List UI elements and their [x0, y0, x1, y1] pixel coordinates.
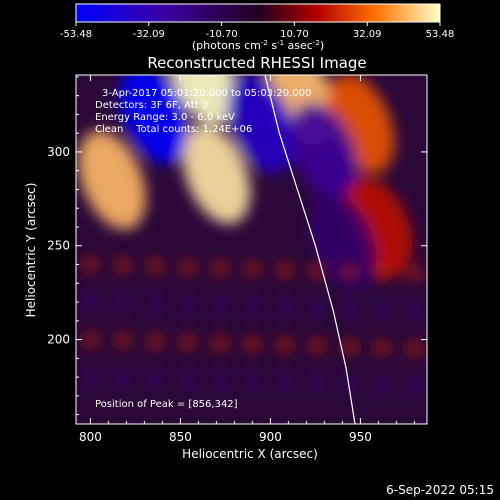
ripple-mark: [342, 301, 357, 318]
ripple-mark: [180, 334, 195, 351]
ripple-mark: [115, 332, 130, 349]
ripple-mark: [277, 374, 292, 391]
ripple-mark: [310, 337, 325, 354]
footer-date: 6-Sep-2022 05:15: [386, 483, 494, 497]
ripple-mark: [180, 296, 195, 313]
x-tick-label: 950: [349, 430, 372, 444]
ripple-mark: [245, 336, 260, 353]
ripple-mark: [342, 263, 357, 280]
colorbar-tick-label: 32.09: [353, 29, 382, 40]
heatmap-blob: [308, 192, 377, 292]
ripple-mark: [213, 372, 227, 389]
y-tick-label: 200: [47, 333, 70, 347]
annotation-energy: Energy Range: 3.0 - 6.0 keV: [95, 112, 235, 123]
annotation-peak: Position of Peak = [856,342]: [95, 399, 238, 410]
colorbar-tick-label: -53.48: [60, 29, 92, 40]
ripple-mark: [407, 303, 422, 320]
ripple-mark: [342, 376, 357, 393]
colorbar-ticks: -53.48 -32.09 -10.70 10.70 32.09 53.48: [60, 22, 454, 40]
ripple-mark: [245, 373, 260, 390]
y-tick-label: 300: [47, 145, 70, 159]
ripple-mark: [213, 297, 227, 314]
axes-ticks: 800 850 900 950 200 250 300: [47, 75, 427, 444]
ripple-mark: [83, 331, 98, 348]
ripple-mark: [148, 370, 163, 387]
y-tick-label: 250: [47, 239, 70, 253]
heatmap-blob: [119, 75, 188, 164]
colorbar-tick-label: 53.48: [426, 29, 455, 40]
annotation-clean: Clean Total counts: 1.24E+06: [95, 124, 252, 135]
ripple-mark: [83, 256, 98, 273]
ripple-mark: [375, 339, 389, 356]
colorbar-unit: (photons cm-2 s-1 asec-2): [192, 39, 324, 52]
x-tick-label: 800: [79, 430, 102, 444]
ripple-mark: [407, 265, 422, 282]
ripple-mark: [375, 264, 389, 281]
ripple-mark: [148, 333, 163, 350]
heatmap-blobs: [78, 75, 413, 292]
ripple-mark: [310, 300, 325, 317]
ripple-mark: [407, 378, 422, 395]
ripple-mark: [342, 338, 357, 355]
ripple-mark: [180, 371, 195, 388]
x-tick-label: 850: [169, 430, 192, 444]
ripple-mark: [180, 259, 195, 276]
annotation-time: 3-Apr-2017 05:01:20.000 to 05:03:20.000: [102, 88, 311, 99]
ripple-mark: [375, 302, 389, 319]
colorbar-tick-label: -32.09: [133, 29, 165, 40]
ripple-mark: [407, 340, 422, 357]
ripple-mark: [245, 261, 260, 278]
ripple-mark: [115, 369, 130, 386]
ripple-mark: [277, 261, 292, 278]
ripple-mark: [245, 298, 260, 315]
ripple-mark: [277, 299, 292, 316]
x-tick-label: 900: [259, 430, 282, 444]
ripple-mark: [375, 377, 389, 394]
ripple-mark: [148, 295, 163, 312]
ripple-mark: [115, 257, 130, 274]
plot-frame: [75, 74, 428, 425]
solar-limb-curve: [264, 75, 356, 424]
ripple-mark: [148, 258, 163, 275]
colorbar: [75, 3, 441, 23]
heatmap-blob: [227, 75, 296, 174]
annotation-detectors: Detectors: 3F 6F, Att 0: [95, 100, 208, 111]
ripple-mark: [115, 294, 130, 311]
colorbar-tick-label: 10.70: [280, 29, 309, 40]
y-axis-label: Heliocentric Y (arcsec): [24, 183, 38, 318]
ripple-mark: [277, 336, 292, 353]
heatmap-blob: [182, 124, 251, 224]
heatmap-blob: [290, 102, 359, 202]
heatmap-ripples: [83, 256, 422, 395]
heatmap-blob: [168, 75, 236, 125]
colorbar-tick-label: -10.70: [205, 29, 237, 40]
ripple-mark: [213, 335, 227, 352]
heatmap-blob: [78, 130, 146, 230]
chart-title: Reconstructed RHESSI Image: [147, 54, 366, 72]
ripple-mark: [213, 260, 227, 277]
x-axis-label: Heliocentric X (arcsec): [182, 447, 318, 461]
ripple-mark: [310, 375, 325, 392]
ripple-mark: [83, 294, 98, 311]
ripple-mark: [83, 369, 98, 386]
